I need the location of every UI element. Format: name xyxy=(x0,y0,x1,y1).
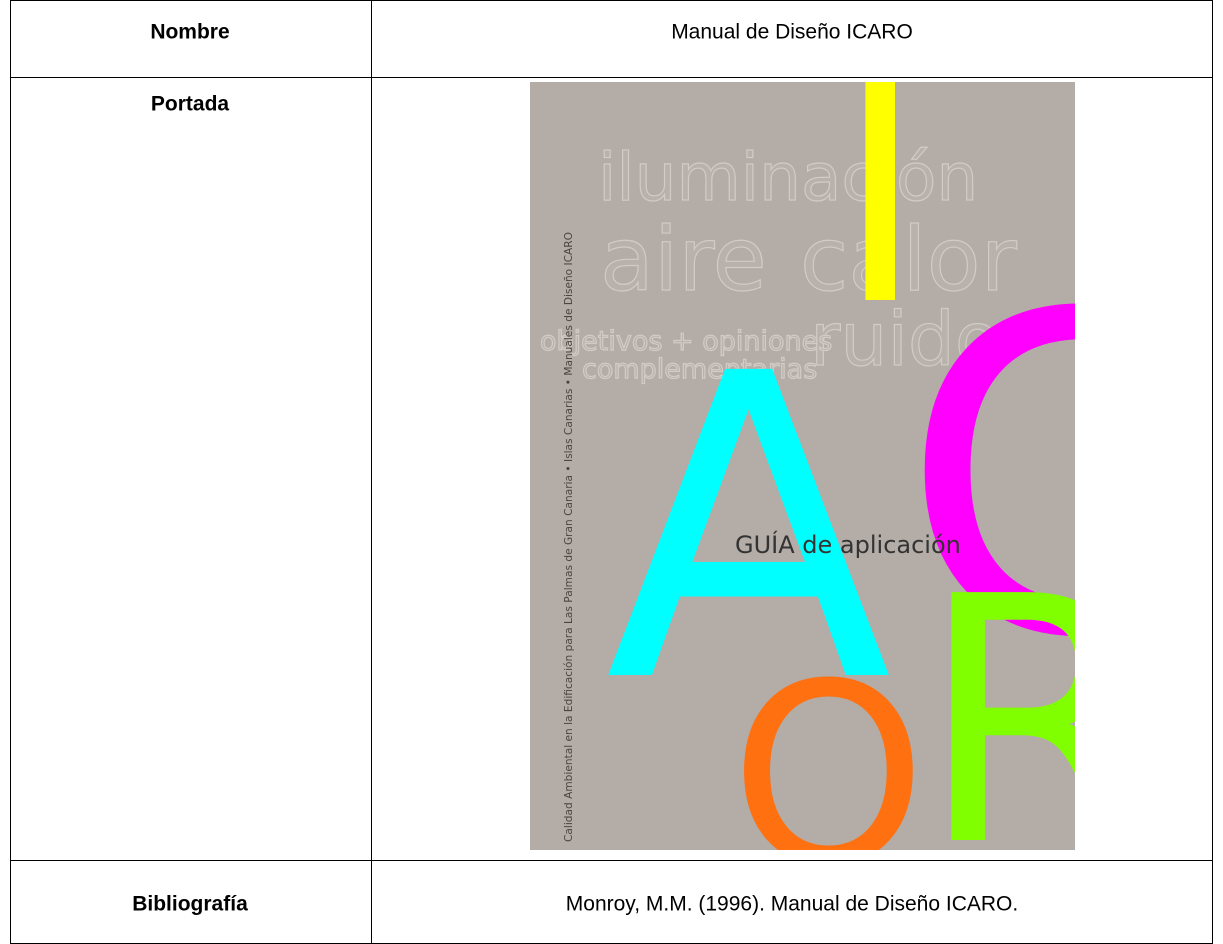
cover-word: calor xyxy=(800,208,1018,311)
cover-word: ruido xyxy=(810,297,1000,383)
cover-tagline: objetivos + opiniones xyxy=(540,326,832,357)
cover-image: iluminación aire calor ruido objetivos +… xyxy=(530,22,1207,921)
row-label: Portada xyxy=(151,93,230,116)
cover-spine: Calidad Ambiental en la Edificación para… xyxy=(563,232,575,842)
cover-subtitle: GUÍA de aplicación xyxy=(735,530,961,559)
cover-letter: I xyxy=(836,22,924,371)
cover-word: aire xyxy=(600,208,767,311)
cover-tagline: complementarias xyxy=(582,354,817,385)
cover-letter: A xyxy=(605,286,894,775)
cover-letter: R xyxy=(918,525,1154,921)
row-value: Manual de Diseño ICARO xyxy=(671,21,913,44)
row-value: Monroy, M.M. (1996). Manual de Diseño IC… xyxy=(566,893,1018,916)
row-label: Nombre xyxy=(150,21,229,44)
cover-letter: C xyxy=(900,222,1207,734)
cover-background xyxy=(530,82,1075,850)
cover-letter: O xyxy=(730,630,927,921)
cover-word: iluminación xyxy=(598,139,978,216)
row-label: Bibliografía xyxy=(132,893,248,916)
